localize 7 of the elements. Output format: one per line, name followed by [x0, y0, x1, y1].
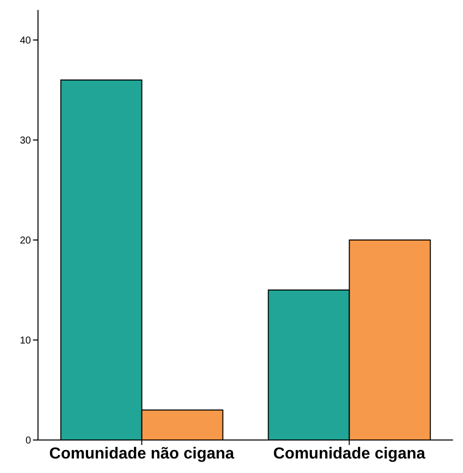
x-tick-label: Comunidade não cigana: [49, 445, 234, 462]
y-tick-label: 40: [20, 36, 32, 47]
y-tick-label: 10: [20, 336, 32, 347]
y-tick-label: 0: [25, 436, 32, 447]
y-tick-label: 20: [20, 236, 32, 247]
y-tick-label: 30: [20, 136, 32, 147]
x-tick-label: Comunidade cigana: [273, 445, 426, 462]
